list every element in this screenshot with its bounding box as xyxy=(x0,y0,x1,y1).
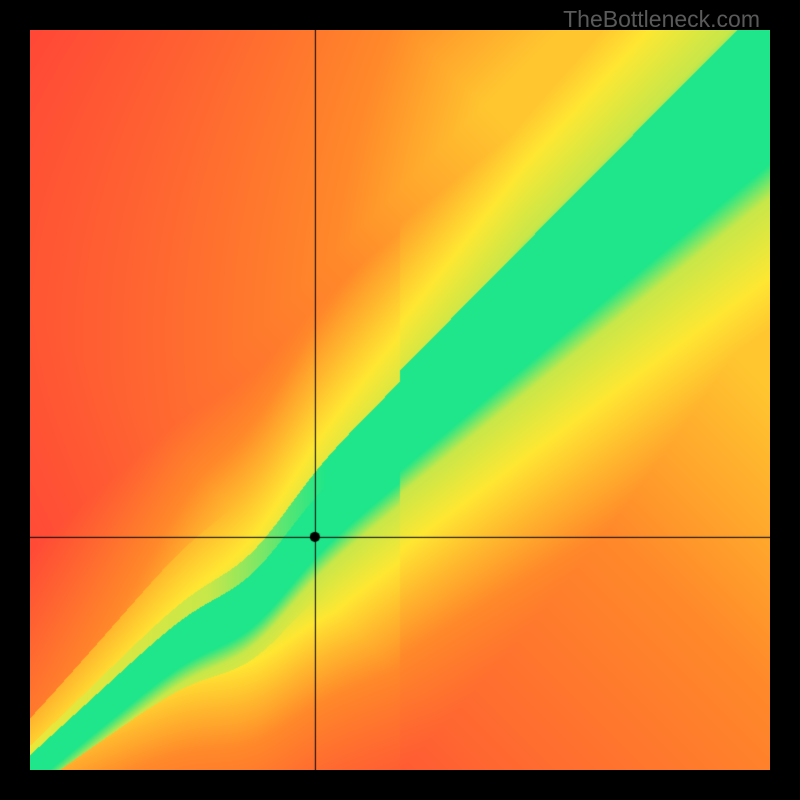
chart-container: TheBottleneck.com xyxy=(0,0,800,800)
heatmap-canvas xyxy=(30,30,770,770)
watermark-text: TheBottleneck.com xyxy=(563,6,760,33)
